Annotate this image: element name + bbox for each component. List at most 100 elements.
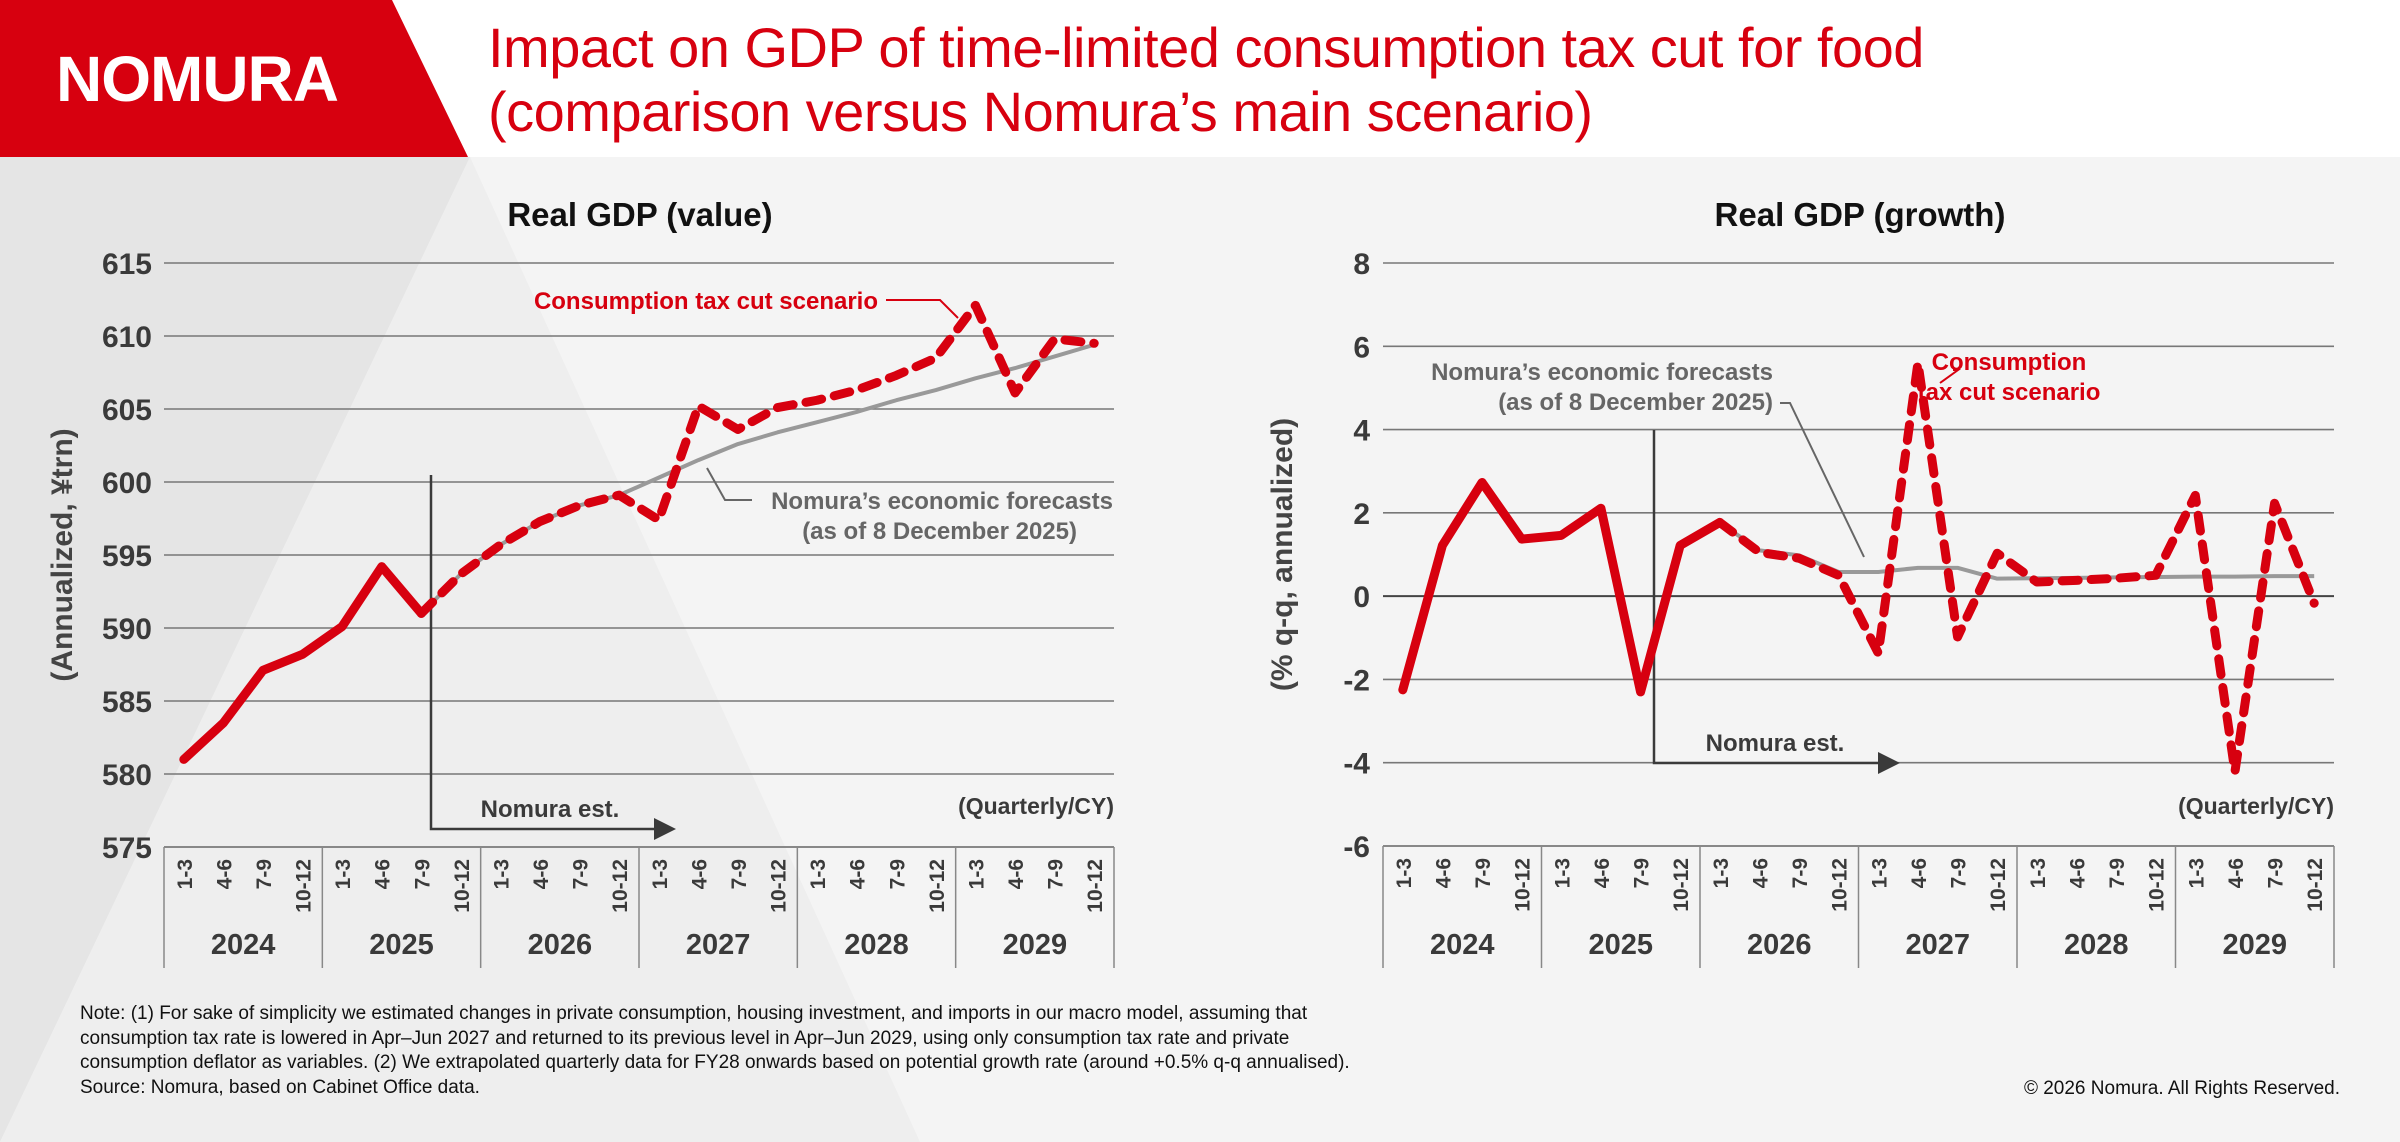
x-tick-label: 1-3: [490, 859, 513, 889]
annotation-tax-cut-line2: tax cut scenario: [1918, 379, 2101, 406]
estimate-arrow-icon: [654, 818, 676, 840]
y-tick-label: -4: [1343, 748, 1370, 781]
x-tick-label: 10-12: [2304, 858, 2327, 912]
x-tick-label: 4-6: [1005, 859, 1028, 889]
x-tick-label: 4-6: [1591, 858, 1614, 888]
y-axis-label: (Annualized, ¥trn): [46, 428, 79, 681]
y-tick-label: 0: [1353, 581, 1370, 614]
year-label: 2025: [1588, 929, 1653, 961]
x-tick-label: 7-9: [728, 859, 751, 889]
year-label: 2027: [686, 929, 751, 961]
x-tick-label: 1-3: [174, 859, 197, 889]
x-tick-label: 7-9: [1045, 859, 1068, 889]
x-axis-label: (Quarterly/CY): [958, 793, 1114, 819]
x-tick-label: 1-3: [807, 859, 830, 889]
y-tick-label: 4: [1353, 415, 1370, 448]
series-line-tax-cut-actual: [1398, 477, 1725, 697]
x-tick-label: 4-6: [847, 859, 870, 889]
x-tick-label: 1-3: [332, 859, 355, 889]
x-tick-label: 10-12: [293, 859, 316, 913]
x-tick-label: 1-3: [1710, 858, 1733, 888]
annotation-forecast-line1: Nomura’s economic forecasts: [771, 488, 1113, 515]
estimate-label: Nomura est.: [1706, 730, 1845, 757]
logo-block: [0, 0, 468, 157]
x-tick-label: 4-6: [372, 859, 395, 889]
x-tick-label: 10-12: [609, 859, 632, 913]
page-title-line2: (comparison versus Nomura’s main scenari…: [488, 80, 1593, 143]
x-tick-label: 10-12: [1987, 858, 2010, 912]
x-tick-label: 10-12: [2146, 858, 2169, 912]
annotation-tax-cut: Consumption tax cut scenario: [534, 288, 878, 315]
x-tick-label: 1-3: [965, 859, 988, 889]
y-tick-label: 8: [1353, 248, 1370, 281]
x-tick-label: 7-9: [411, 859, 434, 889]
x-tick-label: 7-9: [886, 859, 909, 889]
x-tick-label: 10-12: [1084, 859, 1107, 913]
series-line-tax-cut-scenario: [416, 300, 1099, 618]
estimate-arrow-icon: [1878, 752, 1900, 774]
y-tick-label: 590: [102, 613, 152, 646]
estimate-label: Nomura est.: [481, 796, 620, 823]
year-label: 2026: [1747, 929, 1812, 961]
x-tick-label: 1-3: [1551, 858, 1574, 888]
x-tick-label: 10-12: [1670, 858, 1693, 912]
annotation-forecast-line2: (as of 8 December 2025): [802, 518, 1077, 545]
year-label: 2024: [1430, 929, 1495, 961]
y-tick-label: 6: [1353, 331, 1370, 364]
year-label: 2028: [844, 929, 909, 961]
y-tick-label: 580: [102, 759, 152, 792]
x-tick-label: 1-3: [1868, 858, 1891, 888]
footnote: Note: (1) For sake of simplicity we esti…: [80, 1002, 1580, 1100]
x-tick-label: 4-6: [530, 859, 553, 889]
series-line-nomura-forecast: [419, 342, 1095, 615]
x-tick-label: 10-12: [768, 859, 791, 913]
x-tick-label: 7-9: [570, 859, 593, 889]
x-tick-label: 7-9: [2106, 858, 2129, 888]
x-tick-label: 4-6: [2066, 858, 2089, 888]
chart-title-growth: Real GDP (growth): [1714, 196, 2006, 233]
annotation-leader-forecast: [706, 467, 752, 501]
x-tick-label: 7-9: [1789, 858, 1812, 888]
chart-value: 615 610 605 600 595 590 585 580 575 (Annualized, …: [46, 248, 1115, 968]
x-tick-label: 4-6: [1432, 858, 1455, 888]
annotation-leader-forecast: [1780, 402, 1865, 558]
y-tick-label: 600: [102, 467, 152, 500]
x-tick-label: 4-6: [213, 859, 236, 889]
year-label: 2024: [211, 929, 276, 961]
chart-title-value: Real GDP (value): [507, 196, 773, 233]
y-tick-label: -2: [1343, 664, 1370, 697]
x-tick-label: 4-6: [2225, 858, 2248, 888]
year-label: 2029: [1003, 929, 1068, 961]
estimate-bracket: [429, 475, 656, 831]
x-axis-label: (Quarterly/CY): [2178, 793, 2334, 819]
estimate-bracket: [1652, 430, 1880, 765]
series-line-nomura-forecast: [1718, 520, 2315, 581]
x-tick-label: 10-12: [926, 859, 949, 913]
x-tick-label: 1-3: [1393, 858, 1416, 888]
x-tick-label: 10-12: [451, 859, 474, 913]
year-label: 2026: [528, 929, 593, 961]
year-label: 2025: [369, 929, 434, 961]
x-tick-label: 1-3: [649, 859, 672, 889]
chart-growth: 8 6 4 2 0 -2 -4 -6 (% q-q, annualized) 1-3 4-6 7-9 1…: [1266, 248, 2335, 968]
series-line-tax-cut-scenario: [1715, 358, 2319, 777]
annotation-forecast-line1: Nomura’s economic forecasts: [1431, 359, 1773, 386]
y-tick-label: 615: [102, 248, 152, 281]
x-tick-label: 4-6: [688, 859, 711, 889]
background-shade-mid: [0, 157, 920, 1142]
y-tick-label: 610: [102, 321, 152, 354]
x-tick-label: 7-9: [2265, 858, 2288, 888]
x-tick-label: 1-3: [2185, 858, 2208, 888]
y-tick-label: 585: [102, 686, 152, 719]
x-tick-label: 7-9: [1631, 858, 1654, 888]
x-tick-label: 4-6: [1749, 858, 1772, 888]
page-title: Impact on GDP of time-limited consumptio…: [488, 16, 1924, 144]
page-title-line1: Impact on GDP of time-limited consumptio…: [488, 16, 1924, 79]
x-tick-label: 7-9: [1472, 858, 1495, 888]
copyright: © 2026 Nomura. All Rights Reserved.: [2023, 1078, 2340, 1099]
year-label: 2027: [1905, 929, 1970, 961]
x-tick-label: 4-6: [1908, 858, 1931, 888]
source-line: Source: Nomura, based on Cabinet Office …: [80, 1076, 480, 1098]
